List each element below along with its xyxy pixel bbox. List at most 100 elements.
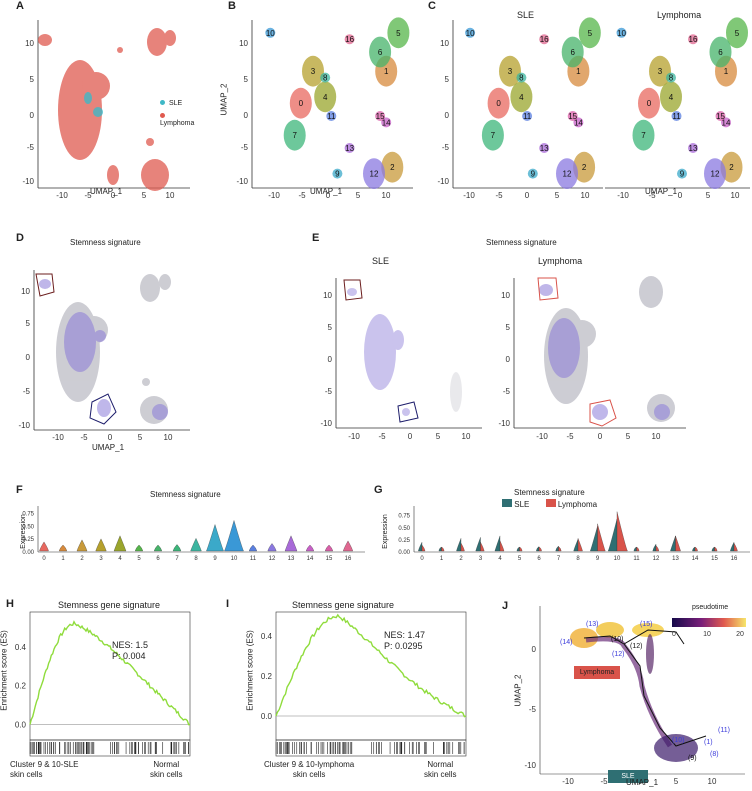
x-tick: -5 (600, 777, 608, 786)
panel-label: C (428, 0, 436, 12)
y-tick: -10 (22, 177, 34, 186)
x-tick: 5 (674, 777, 679, 786)
violin-sle-3 (475, 537, 481, 552)
left-group-label: Cluster 9 & 10-SLE skin cells (10, 760, 78, 780)
y-tick: 0 (445, 111, 450, 120)
right-group-line1: Normal (153, 760, 180, 769)
x-tick: 7 (175, 556, 179, 562)
y-tick: -10 (498, 419, 510, 428)
cluster-14 (573, 117, 584, 128)
right-group-line2: skin cells (150, 770, 183, 779)
x-tick: -5 (84, 191, 92, 200)
umap-plot-c: 10 5 0 -5 -10 -10 -5 0 5 10 -10 -5 0 5 1… (437, 17, 750, 200)
cluster-label: 6 (570, 48, 575, 57)
violin-sle-6 (536, 546, 540, 552)
violin-sle-10 (607, 518, 618, 552)
cluster-8 (666, 72, 676, 83)
cluster-13 (344, 143, 355, 153)
cluster-label: 8 (519, 74, 524, 83)
violin-lymphoma-2 (460, 542, 465, 552)
y-tick: 0.4 (261, 632, 273, 641)
x-tick: 5 (555, 191, 560, 200)
y-axis-label: Enrichment score (ES) (0, 630, 9, 711)
x-tick: 10 (382, 191, 391, 200)
violin-lymphoma-11 (636, 546, 640, 552)
cluster-label: 4 (519, 93, 524, 102)
violin-lymphoma-8 (577, 538, 583, 552)
y-tick: -10 (437, 177, 449, 186)
x-tick: -10 (617, 191, 629, 200)
x-tick: 0 (408, 432, 413, 441)
violin-sle-13 (670, 535, 676, 552)
violin-7 (172, 544, 182, 552)
violin-16 (343, 540, 353, 552)
cluster-label: 16 (689, 35, 698, 44)
panel-label: J (502, 600, 509, 612)
cluster-label: 12 (370, 170, 379, 179)
violin-3 (95, 538, 107, 552)
cluster-12 (363, 158, 385, 190)
legend-item-sle: SLE (514, 500, 530, 509)
cluster-label: 5 (588, 29, 593, 38)
x-tick: 11 (633, 556, 640, 562)
x-tick: -10 (52, 433, 64, 442)
cluster-10 (616, 27, 627, 38)
left-group-line1: Cluster 9 & 10-SLE (10, 760, 79, 769)
left-group-line2: skin cells (10, 770, 43, 779)
node-label: (10) (672, 737, 684, 744)
panel-label: I (226, 598, 230, 610)
x-tick: -5 (298, 191, 306, 200)
panel-label: E (312, 232, 320, 244)
y-tick: 0.0 (15, 720, 27, 729)
cluster-15 (715, 111, 726, 121)
x-tick: 5 (518, 556, 522, 562)
x-tick: 12 (269, 556, 276, 562)
violin-lymphoma-7 (558, 546, 562, 552)
node-label: (14) (560, 639, 572, 646)
cluster-6 (369, 36, 392, 68)
violin-lymphoma-10 (616, 511, 628, 552)
y-axis-label: UMAP_2 (219, 83, 229, 116)
violin-lymphoma-1 (441, 546, 445, 552)
cluster-9 (527, 168, 538, 179)
cluster-5 (578, 17, 601, 49)
panel-title: Stemness signature (150, 490, 221, 499)
cluster-11 (326, 111, 337, 121)
y-tick: -5 (241, 143, 249, 152)
x-axis-label: UMAP_1 (310, 187, 343, 196)
cluster-label: 11 (523, 112, 532, 121)
gene-barcode (29, 742, 189, 754)
panel-title: Stemness signature (486, 238, 557, 247)
violin-14 (305, 544, 315, 552)
x-tick: 10 (652, 432, 661, 441)
x-axis-label: UMAP_1 (645, 187, 678, 196)
x-tick: 10 (462, 432, 471, 441)
cluster-label: 10 (617, 29, 626, 38)
violin-sle-0 (418, 542, 423, 552)
violin-0 (39, 541, 49, 552)
cluster-label: 6 (718, 48, 723, 57)
cluster-2 (573, 151, 596, 183)
y-tick: 10 (25, 39, 34, 48)
x-tick: -5 (566, 432, 574, 441)
enrichment-curve (275, 613, 467, 718)
cluster-label: 9 (531, 170, 536, 179)
cluster-8 (516, 72, 527, 83)
panel-c: C SLE Lymphoma 10 5 0 -5 -10 -10 -5 0 5 … (425, 0, 752, 200)
y-tick: 0.00 (398, 550, 410, 556)
y-tick: -10 (236, 177, 248, 186)
violin-lymphoma-3 (480, 542, 485, 552)
node-label: (11) (718, 727, 730, 734)
x-tick: 5 (138, 433, 143, 442)
cluster-0 (289, 87, 312, 119)
cluster-label: 14 (382, 118, 391, 127)
feature-plot-e: 10 5 0 -5 -10 10 5 0 -5 -10 -10 -5 0 5 1… (320, 276, 686, 441)
panel-a: A 10 5 0 -5 -10 -10 -5 0 5 10 (0, 0, 200, 200)
right-group-line1: Normal (427, 760, 454, 769)
y-tick: 5 (30, 75, 35, 84)
violin-sle-12 (652, 543, 657, 552)
x-tick: 2 (459, 556, 463, 562)
y-axis-label: Expression (381, 514, 389, 549)
x-tick: 16 (345, 556, 352, 562)
